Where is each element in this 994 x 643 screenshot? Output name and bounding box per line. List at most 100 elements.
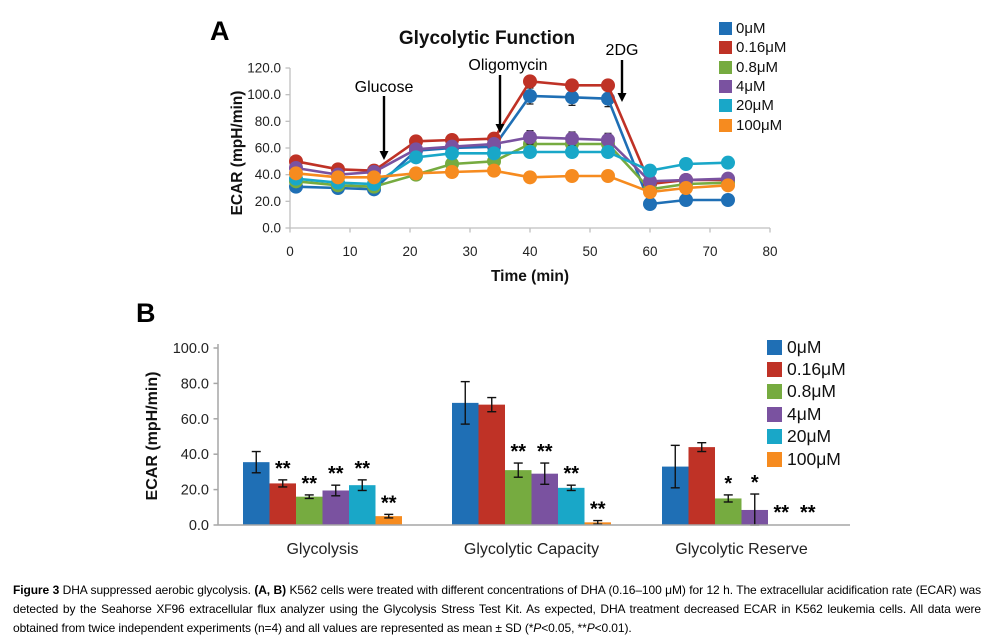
legend-swatch: [719, 99, 732, 113]
legend-swatch: [719, 80, 732, 94]
significance-mark: **: [275, 458, 291, 480]
figure-caption: Figure 3 DHA suppressed aerobic glycolys…: [13, 581, 981, 638]
x-tick-label: 70: [702, 244, 717, 259]
significance-mark: **: [354, 458, 370, 480]
chart-a-x-axis-title: Time (min): [491, 268, 569, 285]
legend-swatch: [767, 406, 782, 422]
y-tick-label: 0.0: [262, 221, 281, 236]
series-20μM: [289, 145, 735, 191]
bar-series-0.8μM: *****: [296, 441, 742, 525]
data-point: [523, 130, 537, 145]
line-chart-plot-area: 0.0 20.0 40.0 60.0 80.0 100.0 120.0 0 10 20 30 40 50…: [247, 60, 778, 259]
x-tick-label: 20: [402, 244, 417, 259]
category-label: Glycolytic Capacity: [464, 541, 599, 558]
legend-swatch: [767, 362, 782, 378]
x-tick-label: 60: [642, 244, 657, 259]
data-point: [289, 166, 303, 181]
data-point: [601, 78, 615, 93]
significance-mark: **: [381, 492, 397, 514]
legend-swatch: [767, 429, 782, 445]
legend-swatch: [719, 60, 732, 74]
y-tick-label: 60.0: [181, 412, 209, 428]
data-point: [487, 146, 501, 161]
data-point: [565, 78, 579, 93]
y-tick-label: 80.0: [181, 376, 209, 392]
significance-mark: **: [590, 499, 606, 521]
legend-label: 0.16μM: [787, 359, 846, 380]
data-point: [523, 170, 537, 185]
legend-label: 0.8μM: [787, 381, 836, 402]
data-point: [523, 89, 537, 103]
line-chart: Glycolytic Function ECAR (mpH/min) Time …: [229, 28, 778, 285]
data-point: [367, 170, 381, 185]
bar: [558, 487, 585, 525]
legend-label: 4μM: [787, 403, 822, 424]
data-point: [643, 185, 657, 199]
data-point: [601, 169, 615, 183]
bar: [375, 516, 402, 525]
legend-item-4μM: 4μM: [767, 403, 846, 425]
data-point: [445, 146, 459, 161]
annotation-2dg-label: 2DG: [606, 42, 639, 59]
category-label: Glycolytic Reserve: [675, 541, 808, 558]
legend-label: 100μM: [787, 448, 841, 469]
data-point: [523, 74, 537, 89]
data-point: [565, 145, 579, 159]
bar: [296, 496, 323, 525]
bar-series-4μM: *****: [322, 441, 768, 526]
legend-swatch: [767, 451, 782, 467]
bar: [349, 485, 376, 525]
data-point: [721, 178, 735, 193]
data-point: [721, 155, 735, 170]
legend-item-0.16μM: 0.16μM: [767, 358, 846, 380]
bar: [269, 483, 296, 525]
annotation-glucose-label: Glucose: [355, 79, 414, 96]
data-point: [409, 150, 423, 165]
bar-series-0μM: [243, 380, 689, 525]
legend-a: 0μM 0.16μM 0.8μM 4μM 20μM 100μM: [719, 19, 786, 135]
significance-mark: **: [800, 502, 816, 524]
data-point: [409, 166, 423, 181]
caption-segment: DHA suppressed aerobic glycolysis.: [59, 583, 255, 597]
data-point: [565, 90, 579, 105]
panel-b-label: B: [136, 298, 156, 328]
caption-segment: <0.01).: [594, 621, 632, 635]
series-0μM: [289, 87, 735, 211]
x-tick-label: 40: [522, 244, 537, 259]
y-tick-label: 100.0: [173, 341, 209, 357]
annotation-arrowhead: [617, 93, 627, 102]
y-tick-label: 60.0: [255, 141, 281, 156]
chart-a-y-axis-title: ECAR (mpH/min): [229, 91, 246, 216]
bar: [478, 404, 505, 525]
legend-label: 20μM: [736, 97, 774, 115]
data-point: [445, 165, 459, 179]
bar-series-20μM: ** ** **: [349, 458, 789, 525]
bar-series-0.16μM: **: [269, 396, 715, 525]
legend-label: 100μM: [736, 116, 783, 134]
significance-mark: **: [510, 441, 526, 463]
y-tick-label: 40.0: [255, 167, 281, 182]
panel-a-label: A: [210, 16, 230, 46]
significance-mark: **: [563, 463, 579, 485]
series-4μM: [289, 130, 735, 189]
bar: [715, 498, 742, 525]
significance-mark: **: [328, 463, 344, 485]
series-100μM: [289, 163, 735, 199]
y-tick-label: 0.0: [189, 518, 209, 534]
legend-item-20μM: 20μM: [719, 96, 786, 115]
legend-item-0.8μM: 0.8μM: [767, 381, 846, 403]
category-label: Glycolysis: [286, 541, 358, 558]
data-point: [601, 133, 615, 147]
caption-segment: P: [586, 621, 595, 635]
data-point: [643, 174, 657, 189]
legend-label: 20μM: [787, 426, 832, 447]
data-point: [643, 197, 657, 211]
legend-swatch: [719, 118, 732, 132]
caption-segment: (A, B): [254, 583, 287, 597]
data-point: [565, 131, 579, 146]
y-tick-label: 20.0: [181, 483, 209, 499]
annotation-arrowhead: [495, 124, 505, 133]
y-tick-label: 20.0: [255, 194, 281, 209]
legend-label: 0.8μM: [736, 58, 778, 76]
significance-mark: **: [773, 502, 789, 524]
